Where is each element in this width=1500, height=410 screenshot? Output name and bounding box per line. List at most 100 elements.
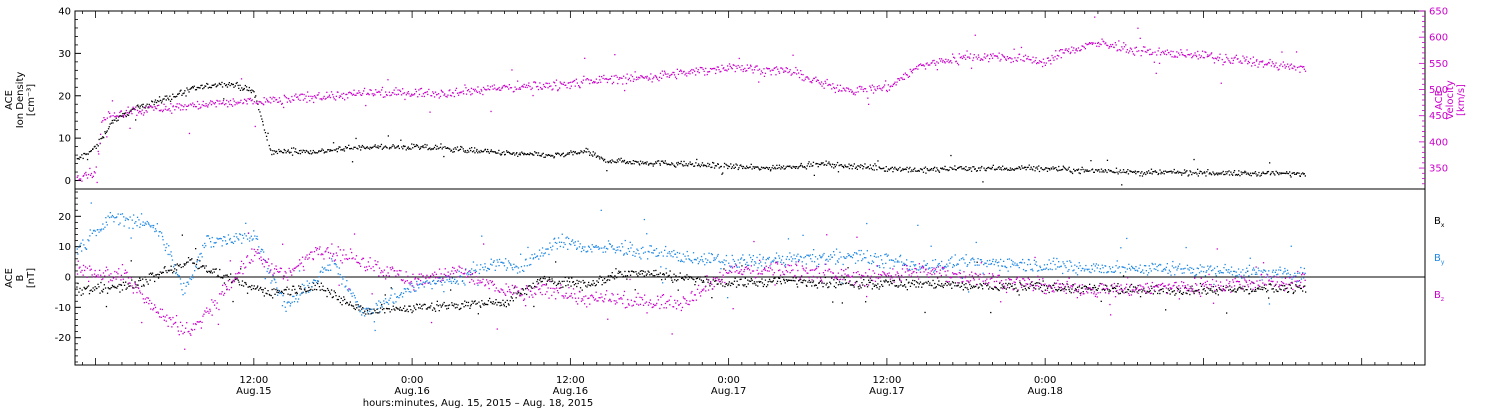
bx-series-point xyxy=(516,293,518,295)
density-series-point xyxy=(278,150,281,153)
density-series-point xyxy=(687,165,689,167)
bx-series-point xyxy=(983,282,985,285)
density-series-point xyxy=(1007,169,1009,171)
by-series-point xyxy=(200,252,202,255)
density-series-point xyxy=(519,154,521,156)
by-series-point xyxy=(732,258,734,261)
density-series-point xyxy=(1024,166,1026,168)
bx-series-point xyxy=(537,279,539,281)
bx-series-point xyxy=(517,291,519,293)
velocity-series-point xyxy=(1190,53,1192,55)
by-series-point xyxy=(515,265,517,267)
bx-series-point xyxy=(1127,289,1130,291)
density-series-point xyxy=(742,165,745,168)
velocity-series-point xyxy=(906,74,908,76)
by-series-point xyxy=(642,246,644,248)
bx-series-point xyxy=(494,302,497,304)
by-series-point xyxy=(647,258,649,260)
bx-series-point xyxy=(162,271,164,274)
density-series-point xyxy=(1036,166,1038,168)
density-series-point xyxy=(165,99,167,101)
density-series-point xyxy=(555,153,558,155)
density-series-point xyxy=(1299,175,1301,177)
velocity-series-point xyxy=(845,90,847,92)
velocity-series-point xyxy=(980,58,982,60)
velocity-series-point xyxy=(589,82,591,85)
velocity-series-point xyxy=(508,88,510,90)
by-series-point xyxy=(747,264,749,266)
velocity-series-point xyxy=(643,77,645,79)
by-series-point xyxy=(930,245,932,247)
velocity-series-point xyxy=(983,56,985,58)
bx-series-point xyxy=(1080,287,1083,289)
bx-series-point xyxy=(743,285,745,287)
velocity-series-point xyxy=(324,98,326,100)
density-series-point xyxy=(636,161,638,163)
by-series-point xyxy=(242,237,245,239)
by-series-point xyxy=(1069,260,1071,262)
bx-series-point xyxy=(549,278,551,281)
density-series-point xyxy=(402,145,405,147)
by-series-point xyxy=(223,236,225,238)
density-series-point xyxy=(926,168,928,170)
bx-series-point xyxy=(693,278,695,281)
bx-series-point xyxy=(291,289,293,291)
density-series-point xyxy=(221,86,224,88)
density-series-point xyxy=(515,153,517,155)
density-series-point xyxy=(173,96,175,98)
by-series-point xyxy=(483,269,485,271)
by-series-point xyxy=(308,291,310,293)
velocity-series-point xyxy=(841,90,843,92)
by-series-point xyxy=(901,261,903,263)
density-series-point xyxy=(352,148,354,150)
density-series-point xyxy=(543,156,545,158)
velocity-series-point xyxy=(1237,58,1239,60)
bx-series-point xyxy=(1242,288,1244,290)
velocity-series-point xyxy=(500,89,502,91)
bx-series-point xyxy=(646,273,648,275)
by-series-point xyxy=(281,305,284,307)
bx-series-point xyxy=(1032,284,1034,286)
by-series-point xyxy=(130,237,132,239)
bx-series-point xyxy=(1304,285,1306,287)
by-series-point xyxy=(326,269,328,271)
by-series-point xyxy=(992,258,994,260)
density-series-point xyxy=(284,149,286,152)
velocity-series-point xyxy=(390,94,392,96)
by-series-point xyxy=(610,246,613,248)
density-series-point xyxy=(234,85,236,87)
density-series-point xyxy=(486,151,488,153)
velocity-series-point xyxy=(1189,54,1191,56)
density-series-point xyxy=(1171,172,1173,174)
velocity-series-point xyxy=(1175,56,1177,58)
by-series-point xyxy=(823,252,825,255)
by-series-point xyxy=(423,286,425,288)
by-series-point xyxy=(562,246,565,248)
bx-series-point xyxy=(1190,287,1192,289)
by-series-point xyxy=(399,294,401,297)
bx-series-point xyxy=(923,282,925,284)
bx-series-point xyxy=(473,301,475,303)
bx-series-point xyxy=(757,285,759,287)
velocity-series-point xyxy=(1045,62,1047,64)
velocity-series-point xyxy=(1197,50,1199,53)
velocity-series-point xyxy=(222,100,225,102)
velocity-series-point xyxy=(77,175,79,177)
density-series-point xyxy=(1181,172,1183,174)
velocity-series-point xyxy=(557,89,559,91)
by-series-point xyxy=(711,253,713,256)
density-series-point xyxy=(1043,169,1045,171)
velocity-series-point xyxy=(611,83,613,85)
bx-series-point xyxy=(750,280,752,282)
density-series-point xyxy=(815,162,817,165)
bx-series-point xyxy=(996,288,998,290)
density-series-point xyxy=(902,169,904,171)
velocity-series-point xyxy=(559,87,561,89)
velocity-series-point xyxy=(1024,54,1027,56)
by-series-point xyxy=(854,262,857,264)
by-series-point xyxy=(202,244,204,247)
by-series-point xyxy=(571,239,574,241)
density-series-point xyxy=(629,161,632,163)
bx-series-point xyxy=(835,282,837,284)
density-series-point xyxy=(905,168,907,171)
